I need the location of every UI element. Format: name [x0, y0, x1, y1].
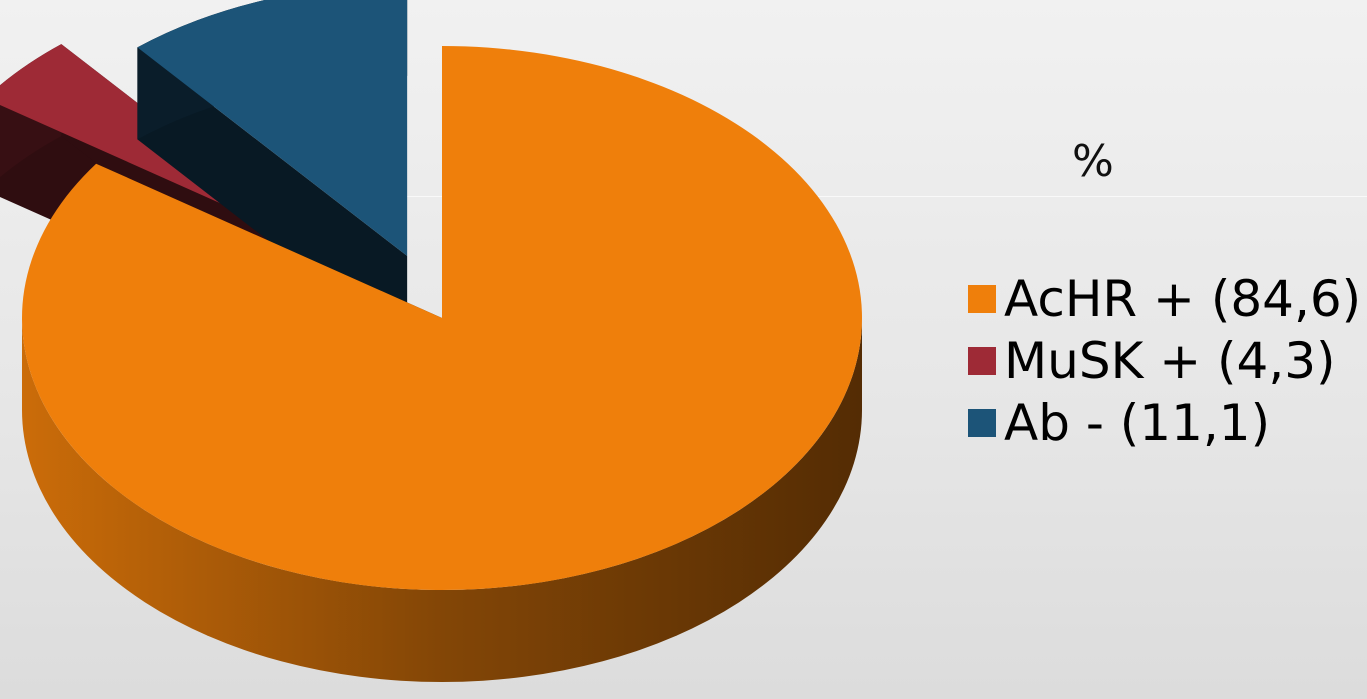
legend-label-ab: Ab - (11,1) — [1004, 394, 1271, 452]
legend-swatch-ab — [968, 409, 996, 437]
legend-title: % — [1072, 136, 1114, 187]
legend-label-musk: MuSK + (4,3) — [1004, 332, 1336, 390]
legend-item-achr: AcHR + (84,6) — [968, 268, 1361, 330]
legend-swatch-musk — [968, 347, 996, 375]
legend-label-achr: AcHR + (84,6) — [1004, 270, 1362, 328]
legend-item-musk: MuSK + (4,3) — [968, 330, 1361, 392]
pie-slice-achr — [22, 46, 863, 682]
legend: AcHR + (84,6) MuSK + (4,3) Ab - (11,1) — [968, 268, 1361, 454]
legend-swatch-achr — [968, 285, 996, 313]
legend-item-ab: Ab - (11,1) — [968, 392, 1361, 454]
